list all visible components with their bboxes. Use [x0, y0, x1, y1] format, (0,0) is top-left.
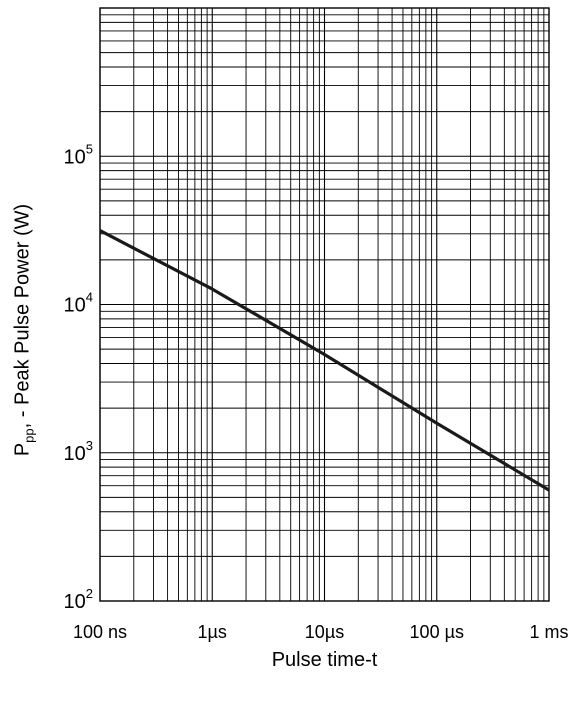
x-tick-label: 1 ms: [529, 622, 568, 642]
y-tick-label: 105: [64, 141, 93, 168]
y-tick-label: 103: [64, 438, 93, 465]
y-axis-label: Ppp, - Peak Pulse Power (W): [12, 204, 37, 456]
x-tick-label: 1µs: [198, 622, 227, 642]
y-axis-label-sub: pp: [21, 428, 37, 443]
y-tick-label: 104: [64, 290, 93, 317]
x-axis-label: Pulse time-t: [271, 649, 378, 671]
x-tick-label: 100 ns: [73, 622, 127, 642]
series-line: [99, 229, 550, 492]
x-tick-label: 10µs: [305, 622, 344, 642]
plot-frame: [99, 7, 550, 602]
y-tick-label: 102: [64, 586, 93, 613]
y-axis-label-main: P: [11, 442, 34, 457]
x-tick-label: 100 µs: [410, 622, 464, 642]
y-axis-label-rest: , - Peak Pulse Power (W): [11, 203, 34, 429]
